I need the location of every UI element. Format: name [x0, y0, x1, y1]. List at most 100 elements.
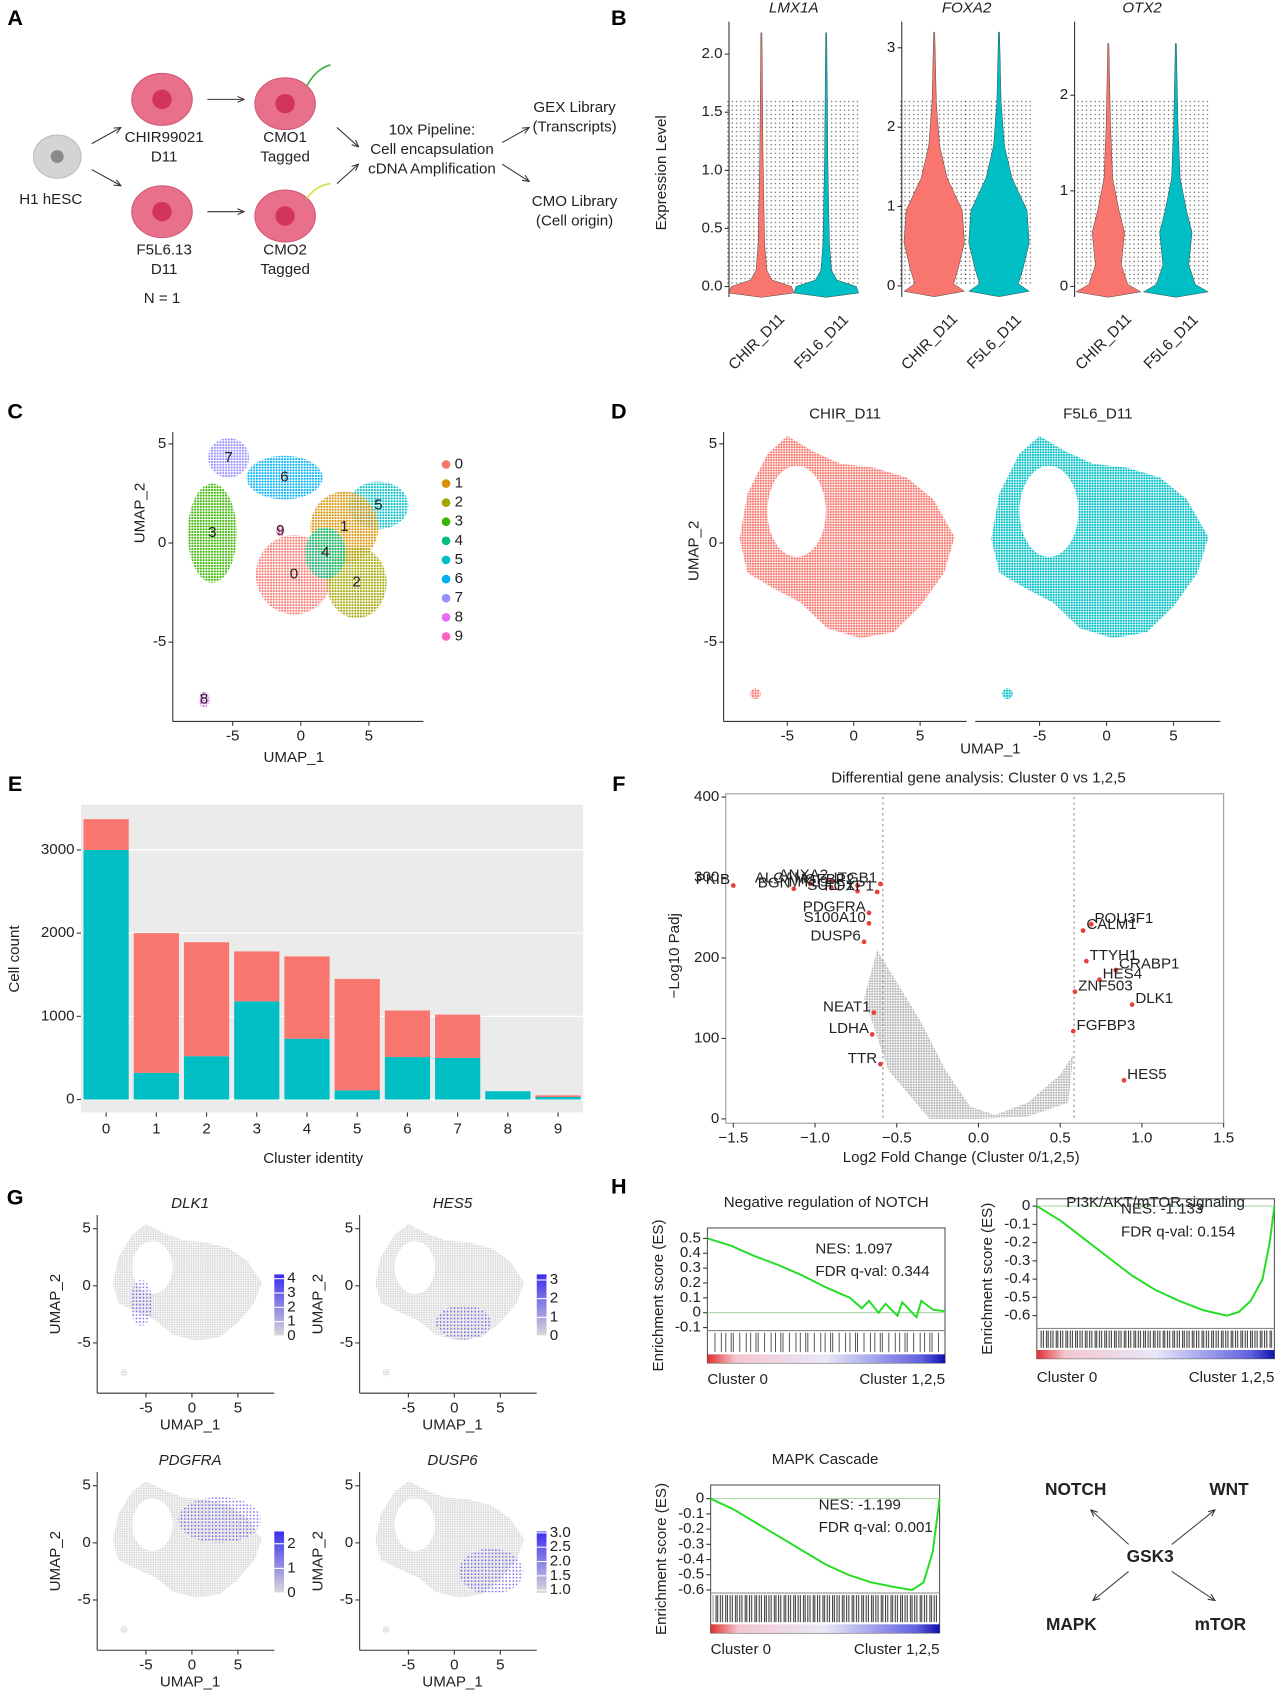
bar	[535, 1095, 581, 1098]
violin	[903, 31, 965, 297]
legend-label: 0	[455, 455, 463, 472]
panel-title: FOXA2	[942, 0, 992, 17]
y-axis-label: UMAP_2	[47, 1274, 64, 1334]
y-tick-label: 0	[345, 1277, 353, 1294]
network-node: mTOR	[1195, 1614, 1247, 1634]
diagram-text: CHIR99021	[125, 129, 204, 146]
gene-label: S100A10	[804, 909, 866, 926]
y-axis-label: UMAP_2	[310, 1531, 327, 1591]
x-tick-label: 5	[916, 728, 924, 745]
bar	[334, 978, 380, 1091]
x-tick-label: 5	[234, 1399, 242, 1416]
y-axis-label: UMAP_2	[131, 483, 148, 543]
category-label: F5L6_D11	[791, 311, 852, 372]
legend-label: 5	[455, 551, 463, 568]
x-tick-label: 0	[188, 1399, 196, 1416]
nucleus	[50, 150, 64, 164]
y-tick-label: 5	[158, 435, 166, 452]
nucleus	[152, 89, 172, 110]
legend-label: 2	[455, 494, 463, 511]
rank-label: Cluster 1,2,5	[1189, 1369, 1275, 1386]
y-tick-label: 1	[887, 198, 895, 215]
gene-label: LDHA	[829, 1020, 870, 1037]
x-tick-label: −1.5	[718, 1129, 748, 1146]
y-tick-label: -5	[704, 633, 717, 650]
x-tick-label: 0	[450, 1656, 458, 1673]
bar	[384, 1057, 431, 1100]
gene-point	[829, 878, 834, 884]
gene-point	[855, 883, 860, 888]
figure-body: H1 hESC CHIR99021 D11 CMO1 Tagged F5L6.1…	[6, 0, 1276, 1691]
network-node: NOTCH	[1045, 1479, 1106, 1499]
bar	[435, 1057, 481, 1100]
gene-label: POU3F1	[1094, 910, 1153, 927]
y-tick-label: 0	[1060, 277, 1068, 294]
y-tick-label: 5	[82, 1477, 90, 1494]
colorbar-label: 0	[287, 1584, 295, 1601]
y-tick-label: -5	[340, 1591, 353, 1608]
diagram-text: GEX Library	[533, 99, 616, 116]
y-axis-label: Expression Level	[653, 115, 670, 230]
gene-point	[1113, 967, 1119, 973]
colorbar	[274, 1274, 285, 1336]
y-tick-label: -0.5	[1004, 1288, 1030, 1305]
x-axis-label: UMAP_1	[422, 1417, 482, 1434]
diagram-text: CMO Library	[532, 193, 618, 210]
colorbar-label: 0	[550, 1327, 558, 1344]
bar	[183, 1056, 230, 1100]
bar	[334, 1090, 380, 1100]
gene-point	[874, 889, 880, 895]
x-tick-label: -5	[402, 1656, 415, 1673]
y-tick-label: 2	[1060, 86, 1068, 103]
x-tick-label: -5	[402, 1399, 415, 1416]
diagram-text: CMO2	[263, 242, 307, 259]
cluster-label: 3	[208, 524, 216, 541]
violin	[728, 32, 795, 298]
diagram-text: D11	[151, 149, 178, 166]
colorbar	[274, 1531, 285, 1594]
x-tick-label: 4	[303, 1121, 311, 1138]
gene-label: PKIB	[696, 871, 730, 888]
y-tick-label: 2000	[41, 924, 75, 941]
y-tick-label: 0.0	[702, 278, 723, 295]
colorbar-label: 1	[550, 1308, 558, 1325]
bar	[133, 933, 179, 1073]
colorbar-label: 1.0	[550, 1581, 571, 1598]
arrow	[1093, 1570, 1129, 1600]
panel-label: E	[8, 771, 22, 796]
y-tick-label: 0	[82, 1277, 90, 1294]
y-tick-label: -0.4	[1004, 1270, 1030, 1287]
x-tick-label: 0	[188, 1656, 196, 1673]
gene-label: TTYH1	[1090, 947, 1138, 964]
bar	[284, 956, 330, 1039]
x-tick-label: 9	[554, 1121, 562, 1138]
category-label: F5L6_D11	[1141, 311, 1202, 372]
panel-label: G	[7, 1185, 24, 1210]
x-axis-label: UMAP_1	[264, 749, 324, 766]
colorbar-label: 2.0	[550, 1553, 571, 1570]
x-tick-label: 2	[202, 1121, 210, 1138]
arrow	[336, 127, 359, 146]
diagram-shapes	[32, 64, 529, 243]
bar	[133, 1072, 179, 1100]
gene-point	[829, 885, 834, 891]
panel-title: PDGFRA	[159, 1452, 222, 1469]
stat-text: NES: -1.133	[1121, 1201, 1203, 1218]
gene-point	[1129, 1002, 1135, 1008]
cluster-cloud	[187, 483, 237, 583]
rank-colorbar	[1036, 1350, 1275, 1359]
stat-text: FDR q-val: 0.154	[1121, 1223, 1235, 1240]
bar	[83, 819, 129, 850]
colorbar-label: 3.0	[550, 1524, 571, 1541]
colorbar-label: 3	[550, 1271, 558, 1288]
diagram-text: F5L6.13	[136, 242, 191, 259]
y-tick-label: 0	[82, 1534, 90, 1551]
diagram-text: 10x Pipeline:	[389, 122, 476, 139]
legend-label: 3	[455, 513, 463, 530]
gene-point	[1083, 958, 1089, 964]
legend-key	[441, 632, 451, 641]
x-tick-label: 5	[365, 728, 373, 745]
gene-point	[730, 883, 736, 888]
y-tick-label: -0.2	[1004, 1234, 1030, 1251]
y-tick-label: 0.4	[680, 1244, 701, 1261]
